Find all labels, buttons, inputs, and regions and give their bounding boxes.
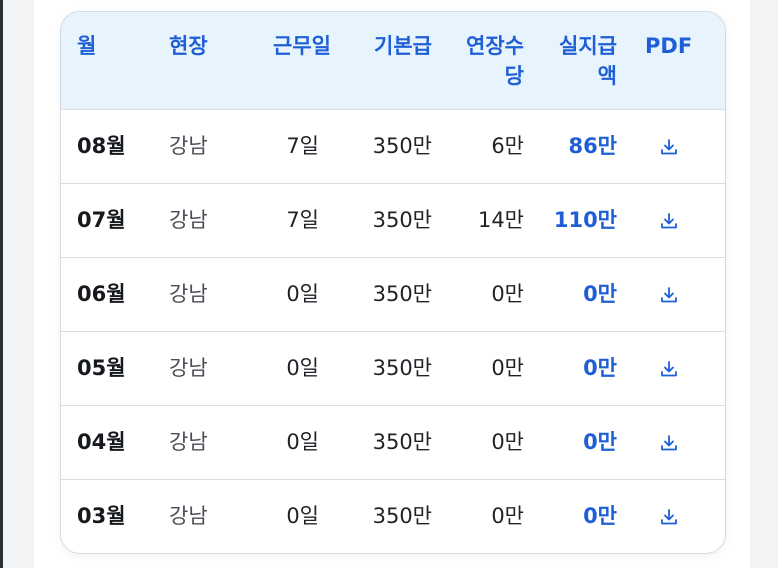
net-pay-cell: 86만 <box>568 134 617 158</box>
left-edge-panel <box>0 0 34 568</box>
table-row: 03월 강남 0일 350만 0만 0만 <box>61 480 725 553</box>
net-pay-cell: 0만 <box>583 356 617 380</box>
overtime-cell: 0만 <box>491 504 524 528</box>
month-cell: 06월 <box>77 282 126 306</box>
pdf-download-button[interactable] <box>657 135 681 159</box>
base-pay-cell: 350만 <box>372 430 432 454</box>
pdf-download-button[interactable] <box>657 209 681 233</box>
work-days-cell: 7일 <box>286 208 319 232</box>
net-pay-cell: 0만 <box>583 504 617 528</box>
month-cell: 08월 <box>77 134 126 158</box>
net-pay-cell: 0만 <box>583 430 617 454</box>
site-cell: 강남 <box>169 208 208 232</box>
download-icon <box>661 287 677 303</box>
payroll-table: 월 현장 근무일 기본급 연장수당 실지급액 PDF 08월 강남 7일 350만 6만… <box>60 11 726 554</box>
site-cell: 강남 <box>169 134 208 158</box>
base-pay-cell: 350만 <box>372 356 432 380</box>
base-pay-cell: 350만 <box>372 282 432 306</box>
column-header-month[interactable]: 월 <box>77 34 97 58</box>
download-icon <box>661 435 677 451</box>
column-header-pdf: PDF <box>645 34 693 58</box>
overtime-cell: 14만 <box>477 208 524 232</box>
site-cell: 강남 <box>169 282 208 306</box>
work-days-cell: 0일 <box>286 282 319 306</box>
download-icon <box>661 139 677 155</box>
overtime-cell: 0만 <box>491 430 524 454</box>
net-pay-cell: 0만 <box>583 282 617 306</box>
net-pay-cell: 110만 <box>553 208 617 232</box>
overtime-cell: 0만 <box>491 356 524 380</box>
site-cell: 강남 <box>169 504 208 528</box>
base-pay-cell: 350만 <box>372 134 432 158</box>
month-cell: 05월 <box>77 356 126 380</box>
work-days-cell: 0일 <box>286 504 319 528</box>
site-cell: 강남 <box>169 430 208 454</box>
month-cell: 03월 <box>77 504 126 528</box>
work-days-cell: 7일 <box>286 134 319 158</box>
work-days-cell: 0일 <box>286 356 319 380</box>
table-row: 05월 강남 0일 350만 0만 0만 <box>61 332 725 406</box>
overtime-cell: 0만 <box>491 282 524 306</box>
month-cell: 04월 <box>77 430 126 454</box>
table-row: 04월 강남 0일 350만 0만 0만 <box>61 406 725 480</box>
base-pay-cell: 350만 <box>372 504 432 528</box>
column-header-base-pay[interactable]: 기본급 <box>374 34 432 58</box>
pdf-download-button[interactable] <box>657 505 681 529</box>
base-pay-cell: 350만 <box>372 208 432 232</box>
table-row: 07월 강남 7일 350만 14만 110만 <box>61 184 725 258</box>
column-header-site[interactable]: 현장 <box>169 34 208 58</box>
overtime-cell: 6만 <box>491 134 524 158</box>
pdf-download-button[interactable] <box>657 357 681 381</box>
column-header-days[interactable]: 근무일 <box>273 34 331 58</box>
month-cell: 07월 <box>77 208 126 232</box>
work-days-cell: 0일 <box>286 430 319 454</box>
download-icon <box>661 509 677 525</box>
download-icon <box>661 213 677 229</box>
payroll-panel: 월 현장 근무일 기본급 연장수당 실지급액 PDF 08월 강남 7일 350만 6만… <box>34 0 750 568</box>
download-icon <box>661 361 677 377</box>
table-row: 06월 강남 0일 350만 0만 0만 <box>61 258 725 332</box>
column-header-net-pay[interactable]: 실지급액 <box>559 34 617 88</box>
table-row: 08월 강남 7일 350만 6만 86만 <box>61 110 725 184</box>
site-cell: 강남 <box>169 356 208 380</box>
column-header-overtime[interactable]: 연장수당 <box>466 34 524 88</box>
pdf-download-button[interactable] <box>657 431 681 455</box>
pdf-download-button[interactable] <box>657 283 681 307</box>
table-header-row: 월 현장 근무일 기본급 연장수당 실지급액 PDF <box>61 12 725 110</box>
